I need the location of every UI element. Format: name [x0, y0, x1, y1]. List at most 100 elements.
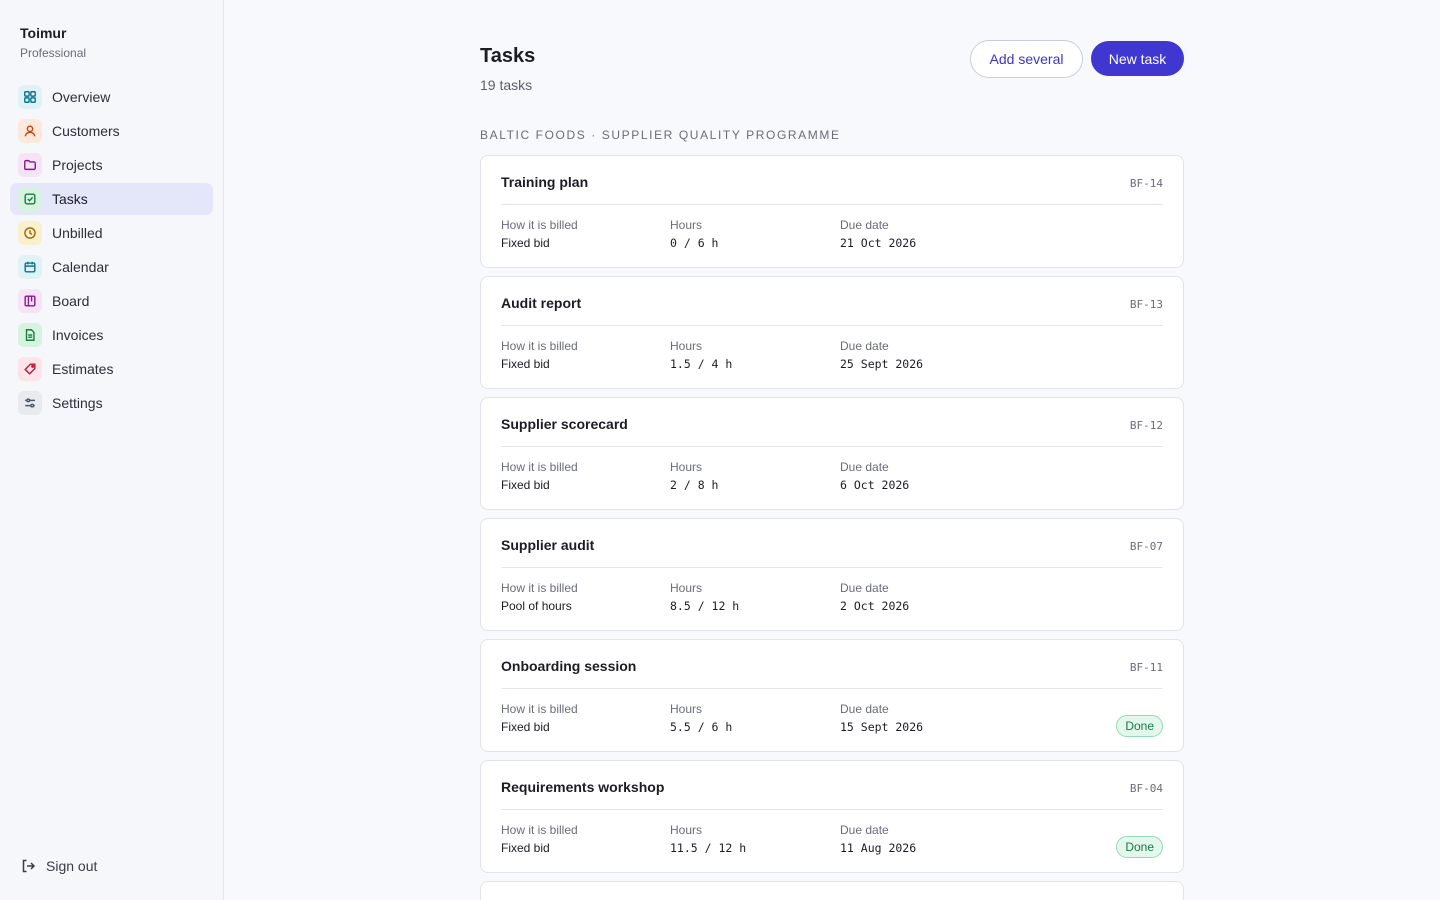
due-label: Due date [840, 823, 889, 837]
hours-label: Hours [670, 218, 703, 232]
task-code: BF-07 [1129, 540, 1163, 553]
task-title: Requirements workshop [501, 779, 665, 795]
hours-value: 0 / 6 h [670, 236, 719, 250]
task-card[interactable]: Supplier scorecard BF-12 How it is bille… [480, 397, 1184, 510]
billing-label: How it is billed [501, 339, 578, 353]
hours-field: Hours 11.5 / 12 h [670, 823, 746, 855]
task-code: BF-12 [1129, 419, 1163, 432]
billing-value: Pool of hours [501, 599, 572, 613]
hours-label: Hours [670, 339, 703, 353]
billing-field: How it is billed Fixed bid [501, 823, 578, 855]
hours-field: Hours 8.5 / 12 h [670, 581, 739, 613]
hours-label: Hours [670, 823, 703, 837]
sidebar-item-estimates[interactable]: Estimates [10, 353, 213, 385]
due-value: 6 Oct 2026 [840, 478, 910, 492]
due-value: 15 Sept 2026 [840, 720, 924, 734]
task-title: Onboarding session [501, 658, 637, 674]
calendar-icon [18, 255, 42, 279]
due-label: Due date [840, 218, 889, 232]
divider [501, 688, 1163, 689]
due-field: Due date 2 Oct 2026 [840, 581, 909, 613]
due-label: Due date [840, 339, 889, 353]
hours-value: 11.5 / 12 h [670, 841, 747, 855]
sidebar-item-projects[interactable]: Projects [10, 149, 213, 181]
plan-name: Professional [20, 46, 87, 60]
sidebar-item-invoices[interactable]: Invoices [10, 319, 213, 351]
sidebar-nav: Overview Customers Projects Tasks Unbill… [10, 81, 213, 421]
new-task-button[interactable]: New task [1091, 41, 1184, 76]
add-several-button[interactable]: Add several [970, 40, 1083, 78]
hours-value: 8.5 / 12 h [670, 599, 740, 613]
due-label: Due date [840, 702, 889, 716]
sidebar-item-label: Estimates [52, 361, 114, 377]
due-field: Due date 25 Sept 2026 [840, 339, 923, 371]
billing-value: Fixed bid [501, 841, 550, 855]
task-list: Training plan BF-14 How it is billed Fix… [480, 155, 1184, 900]
task-card[interactable]: Supplier audit BF-07 How it is billed Po… [480, 518, 1184, 631]
status-badge: Done [1116, 715, 1163, 737]
billing-value: Fixed bid [501, 720, 550, 734]
sidebar-item-board[interactable]: Board [10, 285, 213, 317]
task-card[interactable]: Audit report BF-13 How it is billed Fixe… [480, 276, 1184, 389]
hours-value: 5.5 / 6 h [670, 720, 733, 734]
sidebar-item-tasks[interactable]: Tasks [10, 183, 213, 215]
task-count: 19 tasks [480, 77, 533, 93]
billing-field: How it is billed Fixed bid [501, 460, 578, 492]
divider [501, 325, 1163, 326]
sidebar-item-customers[interactable]: Customers [10, 115, 213, 147]
sidebar-item-label: Overview [52, 89, 111, 105]
user-name: Toimur [20, 25, 67, 41]
sidebar-item-label: Invoices [52, 327, 104, 343]
sidebar-item-settings[interactable]: Settings [10, 387, 213, 419]
status-badge: Done [1116, 836, 1163, 858]
task-title: Audit report [501, 295, 582, 311]
sidebar-item-label: Unbilled [52, 225, 103, 241]
task-title: Training plan [501, 174, 589, 190]
sidebar-item-label: Calendar [52, 259, 109, 275]
billing-label: How it is billed [501, 702, 578, 716]
task-code: BF-04 [1129, 782, 1163, 795]
billing-value: Fixed bid [501, 236, 550, 250]
billing-field: How it is billed Fixed bid [501, 218, 578, 250]
sign-out-button[interactable]: Sign out [20, 858, 97, 874]
sign-out-label: Sign out [46, 858, 98, 874]
billing-label: How it is billed [501, 581, 578, 595]
task-card[interactable]: Training plan BF-14 How it is billed Fix… [480, 155, 1184, 268]
tag-icon [18, 357, 42, 381]
clock-icon [18, 221, 42, 245]
hours-value: 2 / 8 h [670, 478, 719, 492]
due-value: 21 Oct 2026 [840, 236, 917, 250]
task-card[interactable]: Onboarding session BF-11 How it is bille… [480, 639, 1184, 752]
hours-value: 1.5 / 4 h [670, 357, 733, 371]
billing-field: How it is billed Fixed bid [501, 339, 578, 371]
sidebar-item-calendar[interactable]: Calendar [10, 251, 213, 283]
billing-label: How it is billed [501, 218, 578, 232]
checkbox-icon [18, 187, 42, 211]
sidebar-item-unbilled[interactable]: Unbilled [10, 217, 213, 249]
folder-icon [18, 153, 42, 177]
due-label: Due date [840, 581, 889, 595]
hours-field: Hours 5.5 / 6 h [670, 702, 732, 734]
document-icon [18, 323, 42, 347]
sidebar-item-label: Projects [52, 157, 103, 173]
due-value: 2 Oct 2026 [840, 599, 910, 613]
hours-label: Hours [670, 460, 703, 474]
hours-field: Hours 1.5 / 4 h [670, 339, 732, 371]
sidebar-item-label: Board [52, 293, 90, 309]
sliders-icon [18, 391, 42, 415]
hours-field: Hours 2 / 8 h [670, 460, 718, 492]
divider [501, 204, 1163, 205]
due-field: Due date 11 Aug 2026 [840, 823, 916, 855]
sidebar-item-overview[interactable]: Overview [10, 81, 213, 113]
divider [501, 446, 1163, 447]
task-card[interactable] [480, 881, 1184, 900]
task-title: Supplier scorecard [501, 416, 628, 432]
task-code: BF-14 [1129, 177, 1163, 190]
due-field: Due date 6 Oct 2026 [840, 460, 909, 492]
billing-field: How it is billed Fixed bid [501, 702, 578, 734]
task-card[interactable]: Requirements workshop BF-04 How it is bi… [480, 760, 1184, 873]
task-title: Supplier audit [501, 537, 595, 553]
divider [501, 567, 1163, 568]
sidebar-item-label: Customers [52, 123, 120, 139]
page-title: Tasks [480, 45, 536, 67]
